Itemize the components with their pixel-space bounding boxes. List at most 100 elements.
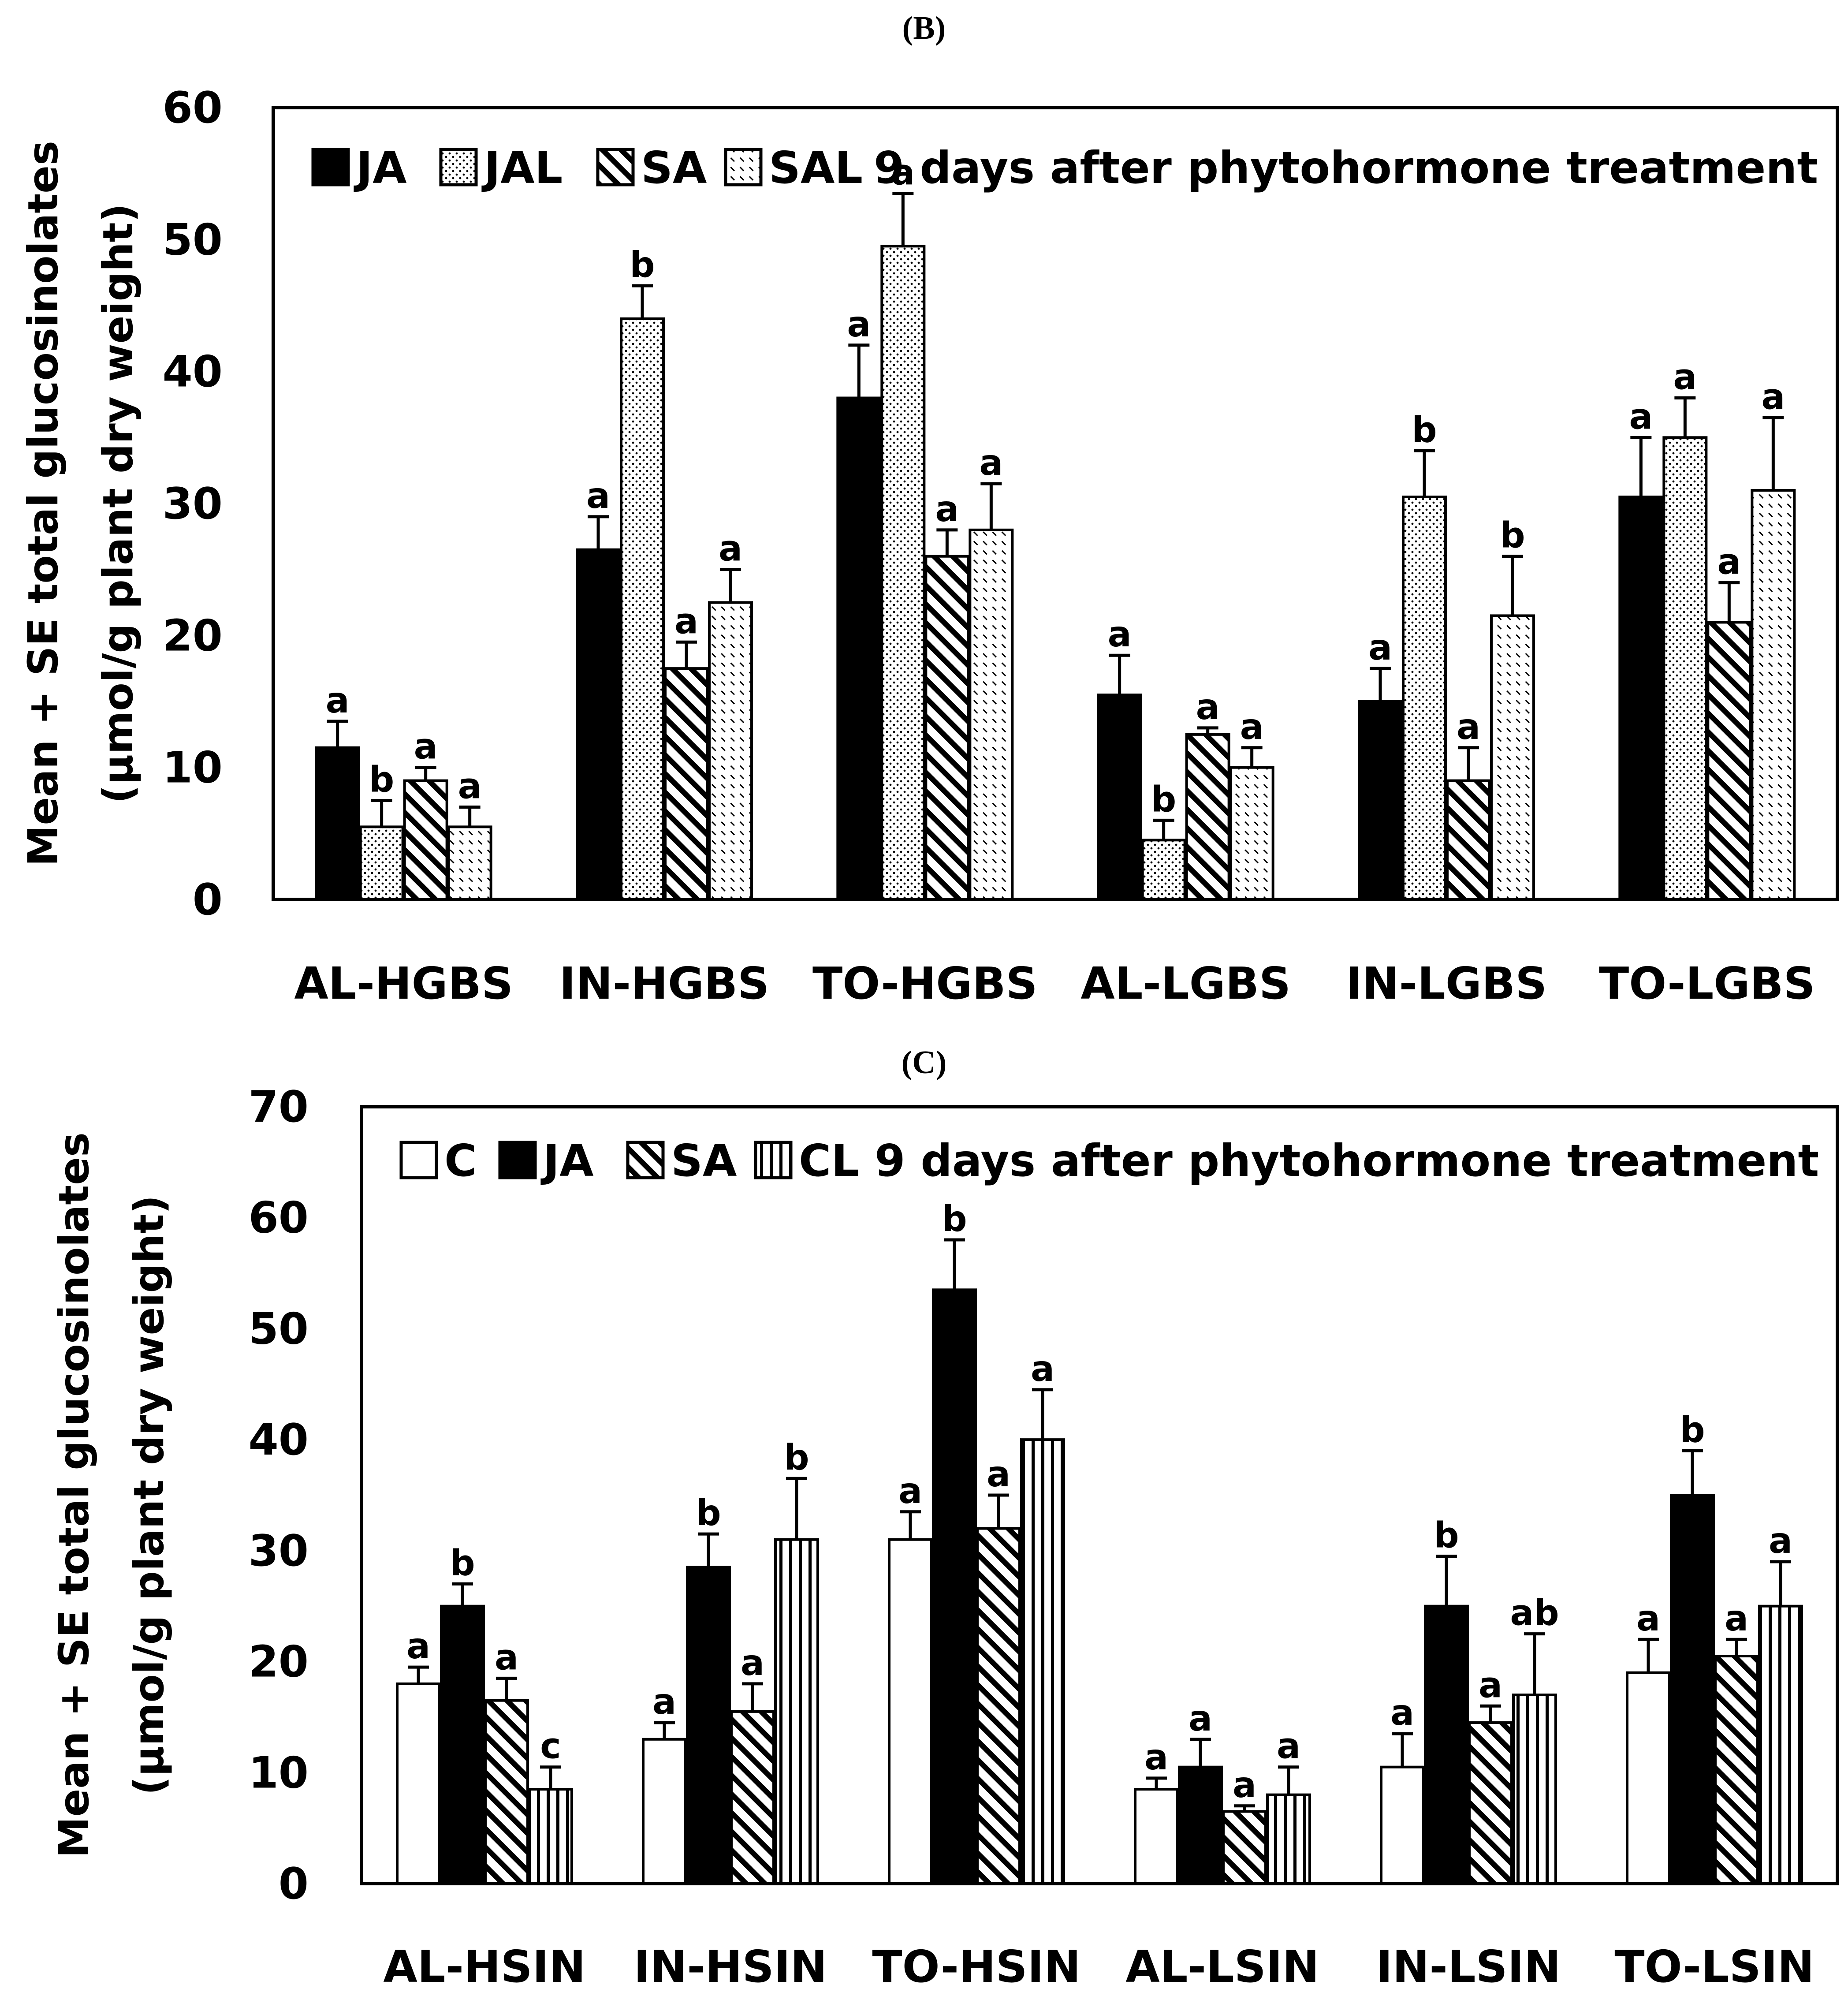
- legend-label-ja: JA: [540, 1135, 594, 1186]
- legend-swatch-sal: [724, 148, 763, 187]
- plot-frame: [360, 1105, 1839, 1885]
- legend-swatch-sa: [596, 148, 635, 187]
- legend-swatch-jal: [439, 148, 478, 187]
- bar-sal-al-lgbs: [1229, 766, 1274, 901]
- bar-c-to-lsin: [1626, 1671, 1671, 1885]
- bar-sa-al-lsin: [1222, 1810, 1267, 1885]
- significance-letter: a: [1457, 706, 1480, 747]
- chart-b: 0 10 20 30 40 50 60 Mean + SE total glucosinola…: [19, 83, 1839, 1009]
- significance-letter: c: [540, 1726, 561, 1767]
- x-category-label: TO-HGBS: [812, 958, 1038, 1009]
- bar-c-al-hsin: [396, 1682, 441, 1885]
- y-tick-label: 10: [249, 1748, 309, 1798]
- significance-letter: a: [987, 1454, 1010, 1495]
- bar-ja-to-lsin: [1670, 1494, 1715, 1885]
- significance-letter: a: [458, 765, 482, 806]
- bar-jal-in-hgbs: [620, 317, 665, 901]
- bar-jal-in-lgbs: [1402, 496, 1447, 901]
- bar-sa-to-lgbs: [1706, 621, 1752, 901]
- significance-letter: a: [1108, 614, 1132, 655]
- bar-sa-in-lsin: [1468, 1721, 1513, 1885]
- x-category-label: AL-LSIN: [1125, 1941, 1319, 1992]
- bar-cl-to-hsin: [1020, 1438, 1065, 1885]
- legend-swatch-cl: [754, 1141, 793, 1179]
- bar-ja-al-hsin: [440, 1604, 485, 1885]
- significance-letter: a: [1390, 1692, 1414, 1733]
- significance-letter: a: [1277, 1726, 1300, 1767]
- significance-letter: b: [942, 1198, 967, 1239]
- significance-letter: a: [1240, 706, 1264, 747]
- x-category-label: AL-HGBS: [294, 958, 513, 1009]
- x-category-label: IN-HSIN: [633, 1941, 827, 1992]
- bar-c-al-lsin: [1134, 1788, 1179, 1885]
- bar-jal-to-hgbs: [880, 245, 926, 901]
- bar-ja-to-lgbs: [1618, 496, 1664, 901]
- significance-letter: b: [630, 244, 655, 285]
- y-tick-label: 60: [163, 83, 223, 133]
- legend-swatch-sa: [626, 1141, 665, 1179]
- y-tick-label: 40: [163, 347, 223, 397]
- significance-letter: a: [652, 1681, 676, 1722]
- significance-letter: a: [1629, 396, 1653, 437]
- bar-sal-in-hgbs: [708, 601, 753, 901]
- bar-ja-in-lsin: [1424, 1604, 1469, 1885]
- y-tick-label: 20: [249, 1637, 309, 1687]
- bar-cl-in-hsin: [774, 1538, 819, 1885]
- significance-letter: a: [935, 489, 959, 530]
- bar-ja-in-hgbs: [576, 548, 621, 901]
- significance-letter: a: [1769, 1520, 1792, 1561]
- bar-ja-to-hsin: [932, 1288, 977, 1885]
- significance-letter: a: [1196, 686, 1220, 728]
- significance-letter: a: [1673, 357, 1697, 398]
- x-category-label: AL-HSIN: [383, 1941, 585, 1992]
- bar-cl-al-hsin: [528, 1788, 573, 1885]
- significance-letter: a: [326, 680, 350, 721]
- bar-sa-in-lgbs: [1446, 779, 1491, 901]
- bar-c-to-hsin: [888, 1538, 933, 1885]
- y-tick-label: 20: [163, 611, 223, 661]
- significance-letter: b: [450, 1542, 475, 1583]
- y-tick-label: 30: [163, 479, 223, 529]
- bar-ja-in-hsin: [686, 1566, 731, 1885]
- significance-letter: a: [1761, 376, 1785, 417]
- bar-jal-al-hgbs: [359, 825, 404, 901]
- bar-ja-al-lsin: [1178, 1765, 1223, 1885]
- bar-ja-al-lgbs: [1097, 694, 1142, 901]
- significance-letter: a: [586, 475, 610, 516]
- bar-sal-in-lgbs: [1490, 614, 1535, 901]
- bar-ja-al-hgbs: [315, 746, 360, 901]
- bar-sa-in-hgbs: [664, 667, 709, 901]
- significance-letter: b: [784, 1437, 809, 1478]
- y-axis-label: (µmol/g plant dry weight): [94, 203, 142, 803]
- y-tick-label: 70: [249, 1082, 309, 1132]
- significance-letter: b: [1500, 515, 1525, 556]
- significance-letter: a: [891, 152, 915, 193]
- significance-letter: a: [1144, 1737, 1168, 1778]
- legend-label-ja: JA: [354, 142, 407, 194]
- x-category-label: AL-LGBS: [1080, 958, 1291, 1009]
- legend-note: 9 days after phytohormone treatment: [875, 1135, 1819, 1186]
- y-tick-label: 0: [279, 1859, 309, 1909]
- y-axis-label: Mean + SE total glucosinolates: [19, 141, 67, 866]
- significance-letter: a: [1031, 1348, 1054, 1389]
- bar-ja-to-hgbs: [836, 396, 882, 901]
- significance-letter: a: [898, 1470, 922, 1511]
- bar-sa-in-hsin: [730, 1710, 775, 1885]
- significance-letter: b: [1151, 779, 1176, 820]
- panel-label-c: (C): [901, 1045, 947, 1081]
- x-category-label: IN-LSIN: [1376, 1941, 1561, 1992]
- significance-letter: a: [1368, 627, 1392, 668]
- y-tick-label: 50: [249, 1304, 309, 1354]
- plot-frame: [272, 106, 1839, 901]
- bar-sal-to-hgbs: [969, 528, 1014, 901]
- y-tick-label: 10: [163, 743, 223, 793]
- legend-label-jal: JAL: [481, 142, 563, 194]
- legend-label-sal: SAL: [769, 142, 863, 194]
- legend-label-sa: SA: [641, 142, 707, 194]
- bar-sa-to-hgbs: [924, 555, 970, 901]
- significance-letter: b: [369, 759, 394, 800]
- bar-c-in-hsin: [642, 1738, 687, 1885]
- y-tick-label: 50: [163, 215, 223, 265]
- legend-label-cl: CL: [799, 1135, 859, 1186]
- significance-letter: ab: [1510, 1593, 1559, 1634]
